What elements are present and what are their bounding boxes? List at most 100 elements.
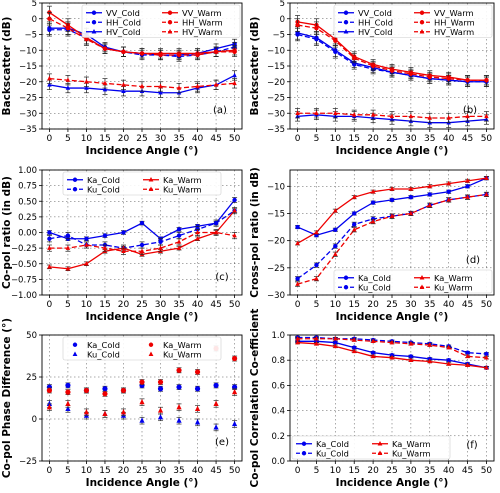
y-tick-label: −30	[19, 109, 37, 119]
data-point	[47, 75, 52, 81]
data-point	[232, 232, 237, 238]
y-axis-label: Backscatter (dB)	[1, 17, 13, 116]
legend-label: HV_Cold	[106, 27, 141, 37]
series-HV_Warm	[295, 108, 489, 124]
data-point	[65, 382, 71, 388]
data-point	[408, 113, 414, 119]
legend-item: Ku_Warm	[143, 184, 202, 194]
data-point	[231, 355, 238, 362]
data-point	[389, 354, 395, 360]
legend-swatch-marker	[301, 441, 307, 446]
legend-swatch-marker	[72, 177, 78, 182]
legend-label: HH_Warm	[182, 17, 223, 27]
data-point	[194, 386, 201, 392]
legend-label: Ka_Warm	[163, 175, 202, 185]
y-tick-label: −10	[267, 46, 285, 56]
data-point	[47, 230, 52, 235]
y-tick-label: −10	[19, 46, 37, 56]
y-tick-label: −20	[267, 78, 285, 88]
data-point	[370, 338, 376, 344]
data-point	[408, 357, 414, 362]
legend-item: HH_Cold	[86, 17, 141, 27]
data-point	[157, 414, 164, 420]
data-point	[102, 46, 108, 51]
data-point	[46, 404, 53, 410]
axes-frame	[41, 169, 243, 296]
data-point	[213, 424, 219, 430]
y-tick-label: 50	[26, 331, 37, 341]
data-point	[295, 339, 300, 345]
x-tick-label: 0	[295, 466, 301, 476]
panel-label: (a)	[213, 105, 227, 116]
data-point	[84, 236, 89, 241]
legend-label: Ka_Cold	[87, 175, 120, 185]
legend-label: Ka_Warm	[392, 439, 431, 449]
data-point	[195, 235, 200, 241]
data-point	[139, 248, 145, 254]
data-point	[408, 341, 414, 346]
data-point	[139, 417, 145, 423]
data-point	[65, 405, 71, 411]
data-point	[84, 37, 89, 42]
legend-item: Ka_Cold	[296, 439, 349, 449]
x-tick-label: 40	[192, 466, 204, 476]
data-point	[84, 260, 89, 266]
axes-frame	[289, 334, 495, 462]
data-point	[102, 245, 108, 250]
data-point	[46, 400, 53, 406]
data-point	[389, 339, 395, 345]
data-point	[176, 384, 182, 390]
legend-box	[291, 435, 451, 460]
panel-e: 0 5 10 15 20 25 30 35 40 45 50 −25 0 25 50 Incidence An…	[1, 318, 243, 489]
legend-item: Ka_Warm	[414, 273, 473, 283]
x-tick-label: 10	[330, 134, 342, 144]
data-point	[121, 82, 126, 87]
series-Ku_Warm	[46, 229, 238, 255]
data-point	[427, 183, 432, 189]
legend-label: VV_Cold	[358, 8, 392, 18]
legend-swatch-marker	[91, 28, 97, 34]
series-Ka_Cold	[46, 197, 238, 241]
data-point	[352, 345, 357, 350]
data-point	[121, 245, 126, 250]
x-tick-label: 50	[229, 134, 241, 144]
series-layer	[46, 5, 238, 98]
y-tick-label: −35	[267, 125, 285, 135]
series-layer	[295, 175, 489, 287]
x-tick-label: 15	[99, 134, 110, 144]
series-layer	[46, 345, 238, 432]
legend-item: VV_Cold	[338, 8, 392, 18]
legend-box	[62, 171, 222, 196]
data-point	[195, 83, 200, 89]
series-HH_Warm	[295, 18, 489, 86]
data-point	[232, 72, 237, 78]
panel-label: (e)	[215, 437, 229, 448]
legend-item: HH_Warm	[162, 17, 223, 27]
data-point	[120, 387, 127, 394]
data-point	[213, 49, 219, 55]
legend-box	[62, 336, 222, 361]
y-tick-label: −25	[19, 94, 37, 104]
data-point	[427, 358, 432, 364]
x-tick-label: 40	[192, 300, 204, 310]
data-point	[176, 404, 182, 410]
panel-label: (c)	[215, 272, 228, 283]
axes-frame	[289, 169, 495, 296]
legend-swatch-marker	[377, 440, 383, 446]
data-point	[465, 362, 470, 367]
x-tick-label: 25	[136, 134, 147, 144]
data-point	[232, 207, 237, 213]
x-tick-label: 25	[386, 466, 397, 476]
x-tick-label: 15	[99, 466, 110, 476]
x-tick-label: 15	[99, 300, 110, 310]
y-tick-label: 0.75	[18, 182, 37, 192]
data-point	[65, 26, 71, 31]
y-tick-label: −10	[267, 182, 285, 192]
data-point	[333, 343, 338, 349]
x-tick-label: 45	[462, 300, 473, 310]
data-point	[120, 409, 127, 415]
data-point	[314, 262, 319, 268]
